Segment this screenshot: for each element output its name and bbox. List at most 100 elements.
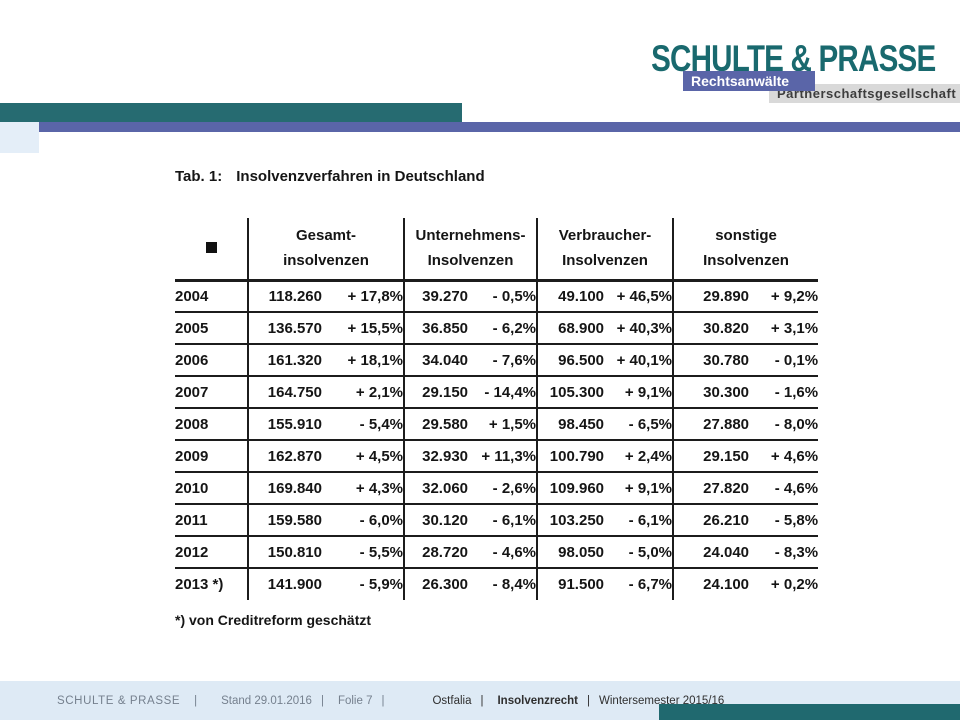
table-row: 2011 159.580 - 6,0% 30.120 - 6,1% 103.25…	[175, 504, 819, 537]
table-row: 2006 161.320 + 18,1% 34.040 - 7,6% 96.50…	[175, 344, 819, 377]
gesamt-pct-cell: + 18,1%	[322, 344, 406, 377]
sonstige-value-cell: 30.780	[673, 344, 750, 377]
header-unternehmens-line2: Insolvenzen	[427, 252, 514, 270]
verbraucher-value-cell: 68.900	[537, 312, 605, 345]
year-cell: 2010	[175, 472, 249, 505]
sonstige-pct-cell: - 0,1%	[749, 344, 819, 377]
header-sonstige-line1: sonstige	[715, 227, 777, 245]
unternehmens-value-cell: 32.060	[404, 472, 469, 505]
verbraucher-pct-cell: - 5,0%	[604, 536, 675, 569]
sonstige-pct-cell: + 0,2%	[770, 576, 819, 593]
verbraucher-value-cell: 105.300	[537, 376, 605, 409]
table-scan-region: Tab. 1: Insolvenzverfahren in Deutschland…	[175, 168, 835, 628]
header-gesamt-line2: insolvenzen	[283, 252, 369, 270]
table-title-text: Insolvenzverfahren in Deutschland	[236, 168, 485, 185]
sonstige-pct-cell: + 9,2%	[749, 280, 819, 313]
verbraucher-pct-cell: - 6,1%	[604, 504, 675, 537]
sonstige-value-cell: 24.100	[703, 576, 750, 593]
gesamt-pct-cell: + 4,5%	[322, 440, 406, 473]
unternehmens-pct-cell: - 6,2%	[468, 312, 539, 345]
header-verbraucher: Verbraucher- Insolvenzen	[537, 218, 675, 282]
gesamt-pct-cell: + 2,1%	[322, 376, 406, 409]
unternehmens-value-cell: 28.720	[404, 536, 469, 569]
footer-semester: Wintersemester 2015/16	[599, 694, 725, 707]
year-cell: 2006	[175, 344, 249, 377]
unternehmens-pct-cell: - 6,1%	[468, 504, 539, 537]
year-cell: 2008	[175, 408, 249, 441]
year-cell: 2012	[175, 536, 249, 569]
footer-course: Insolvenzrecht	[497, 694, 579, 707]
sonstige-value-cell: 26.210	[673, 504, 750, 537]
unternehmens-pct-cell: - 8,4%	[468, 568, 539, 600]
gesamt-pct-cell: - 6,0%	[322, 504, 406, 537]
top-teal-bar	[0, 103, 462, 122]
footnote: *) von Creditreform geschätzt	[175, 612, 372, 628]
logo-title: SCHULTE & PRASSE	[650, 38, 936, 79]
gesamt-value-cell: 162.870	[248, 440, 322, 473]
unternehmens-pct-cell: - 7,6%	[468, 344, 539, 377]
sonstige-value-cell: 27.820	[673, 472, 750, 505]
year-cell: 2004	[175, 280, 249, 313]
verbraucher-value-cell: 49.100	[537, 280, 605, 313]
unternehmens-pct-cell: - 0,5%	[468, 280, 539, 313]
verbraucher-pct-cell: + 40,3%	[604, 312, 675, 345]
footer-stand: Stand 29.01.2016	[221, 694, 312, 707]
insolvency-table: Gesamt-insolvenzen Unternehmens- Insolven…	[175, 218, 819, 600]
logo-banner-rechtsanwaelte: Rechtsanwälte	[683, 71, 815, 91]
sonstige-value-cell: 24.040	[673, 536, 750, 569]
gesamt-pct-cell: + 17,8%	[322, 280, 406, 313]
gesamt-value-cell: 118.260	[248, 280, 322, 313]
gesamt-pct-cell: + 4,3%	[322, 472, 406, 505]
unternehmens-value-cell: 34.040	[404, 344, 469, 377]
unternehmens-value-cell: 32.930	[404, 440, 469, 473]
unternehmens-pct-cell: - 14,4%	[468, 376, 539, 409]
unternehmens-value-cell: 36.850	[404, 312, 469, 345]
verbraucher-value-cell: 98.450	[537, 408, 605, 441]
gesamt-value-cell: 136.570	[248, 312, 322, 345]
gesamt-value-cell: 159.580	[248, 504, 322, 537]
footer-sep1: |	[194, 694, 198, 707]
footer-firm: SCHULTE & PRASSE	[57, 694, 181, 707]
table-row: 2010 169.840 + 4,3% 32.060 - 2,6% 109.96…	[175, 472, 819, 505]
sonstige-value-cell: 29.150	[673, 440, 750, 473]
unternehmens-pct-cell: - 2,6%	[468, 472, 539, 505]
gesamt-pct-cell: + 15,5%	[322, 312, 406, 345]
header-verbraucher-line2: Insolvenzen	[562, 252, 648, 270]
lightblue-square	[0, 122, 39, 153]
unternehmens-value-cell: 39.270	[404, 280, 469, 313]
footer-folie: Folie 7	[337, 694, 373, 707]
gesamt-pct-cell: - 5,9%	[322, 568, 406, 600]
table-title-label: Tab. 1:	[175, 168, 223, 185]
purple-bar	[39, 122, 960, 132]
unternehmens-value-cell: 29.150	[404, 376, 469, 409]
sonstige-pct-cell: - 8,3%	[749, 536, 819, 569]
header-gesamt: Gesamt-insolvenzen	[248, 218, 406, 282]
verbraucher-pct-cell: + 9,1%	[604, 376, 675, 409]
black-square-marker	[205, 241, 217, 253]
table-row: 2013 *) 141.900 - 5,9% 26.300 - 8,4% 91.…	[175, 568, 818, 600]
header-sonstige-line2: Insolvenzen	[703, 252, 789, 270]
gesamt-value-cell: 141.900	[267, 576, 322, 593]
table-row: 2007 164.750 + 2,1% 29.150 - 14,4% 105.3…	[175, 376, 819, 409]
verbraucher-value-cell: 98.050	[537, 536, 605, 569]
footer-sep4: |	[480, 694, 484, 707]
header-marker-cell	[175, 218, 249, 282]
verbraucher-value-cell: 91.500	[558, 576, 605, 593]
sonstige-pct-cell: - 1,6%	[749, 376, 819, 409]
verbraucher-value-cell: 109.960	[537, 472, 605, 505]
sonstige-pct-cell: - 8,0%	[749, 408, 819, 441]
unternehmens-value-cell: 26.300	[422, 576, 469, 593]
verbraucher-pct-cell: - 6,5%	[604, 408, 675, 441]
verbraucher-pct-cell: + 9,1%	[604, 472, 675, 505]
sonstige-pct-cell: + 3,1%	[749, 312, 819, 345]
header-verbraucher-line1: Verbraucher-	[558, 227, 652, 245]
verbraucher-value-cell: 103.250	[537, 504, 605, 537]
table-row: 2012 150.810 - 5,5% 28.720 - 4,6% 98.050…	[175, 536, 819, 569]
footer-sep5: |	[587, 694, 591, 707]
unternehmens-value-cell: 30.120	[404, 504, 469, 537]
gesamt-value-cell: 169.840	[248, 472, 322, 505]
gesamt-value-cell: 164.750	[248, 376, 322, 409]
sonstige-value-cell: 27.880	[673, 408, 750, 441]
footer-ostfalia: Ostfalia	[432, 694, 472, 707]
logo-banner-partnerschaftsgesellschaft: Partnerschaftsgesellschaft	[769, 84, 960, 103]
